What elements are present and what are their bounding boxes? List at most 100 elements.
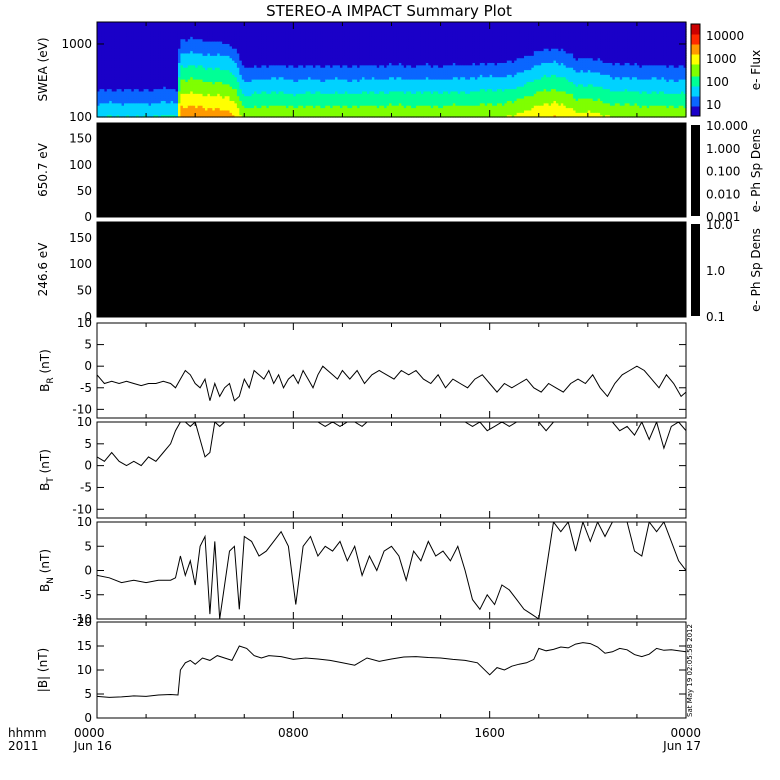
spectrogram-cell — [204, 50, 209, 54]
spectrogram-cell — [327, 71, 331, 75]
spectrogram-cell — [185, 52, 189, 56]
spectrogram-cell — [384, 55, 388, 59]
spectrogram-cell — [330, 83, 334, 87]
spectrogram-cell — [254, 112, 258, 116]
spectrogram-cell — [303, 50, 307, 54]
spectrogram-cell — [97, 29, 101, 33]
spectrogram-cell — [106, 60, 110, 63]
spectrogram-cell — [315, 31, 319, 35]
spectrogram-cell — [379, 43, 383, 47]
spectrogram-cell — [217, 29, 221, 33]
spectrogram-cell — [143, 86, 147, 90]
spectrogram-cell — [104, 64, 108, 68]
spectrogram-cell — [114, 48, 118, 52]
spectrogram-cell — [143, 60, 147, 63]
spectrogram-cell — [227, 102, 231, 106]
spectrogram-cell — [244, 86, 248, 90]
spectrogram-cell — [128, 109, 132, 113]
spectrogram-cell — [99, 105, 103, 109]
spectrogram-cell — [332, 62, 336, 66]
spectrogram-cell — [131, 93, 135, 97]
spectrogram-cell — [263, 22, 267, 25]
spectrogram-cell — [99, 74, 103, 78]
spectrogram-cell — [231, 24, 236, 28]
spectrogram-cell — [133, 33, 137, 37]
spectrogram-cell — [143, 71, 147, 75]
spectrogram-cell — [158, 83, 162, 87]
spectrogram-cell — [138, 24, 142, 28]
spectrogram-cell — [224, 38, 228, 42]
spectrogram-cell — [349, 60, 353, 63]
spectrogram-cell — [315, 67, 319, 71]
spectrogram-cell — [330, 62, 334, 66]
spectrogram-cell — [197, 64, 201, 68]
spectrogram-cell — [398, 102, 402, 106]
spectrogram-cell — [141, 81, 145, 85]
spectrogram-cell — [182, 45, 186, 49]
spectrogram-cell — [393, 95, 397, 99]
spectrogram-cell — [285, 50, 290, 54]
spectrogram-cell — [244, 98, 248, 101]
spectrogram-cell — [239, 60, 243, 63]
spectrogram-cell — [158, 93, 162, 97]
spectrogram-cell — [101, 43, 105, 47]
spectrogram-cell — [143, 52, 147, 56]
spectrogram-cell — [195, 86, 199, 90]
spectrogram-cell — [131, 90, 135, 94]
spectrogram-cell — [357, 24, 361, 28]
spectrogram-cell — [379, 48, 383, 52]
spectrogram-cell — [362, 71, 366, 75]
spectrogram-cell — [362, 45, 366, 49]
spectrogram-cell — [300, 64, 304, 68]
spectrogram-cell — [337, 86, 341, 90]
spectrogram-cell — [241, 102, 245, 106]
spectrogram-cell — [109, 33, 113, 37]
spectrogram-cell — [177, 31, 182, 35]
spectrogram-cell — [371, 90, 375, 94]
spectrogram-cell — [281, 31, 285, 35]
spectrogram-cell — [288, 52, 292, 56]
spectrogram-cell — [236, 69, 240, 73]
spectrogram-cell — [190, 98, 194, 101]
spectrogram-cell — [261, 24, 265, 28]
spectrogram-cell — [391, 67, 395, 71]
spectrogram-cell — [116, 114, 120, 118]
spectrogram-cell — [308, 29, 312, 33]
spectrogram-cell — [391, 88, 395, 92]
spectrogram-cell — [222, 50, 226, 54]
spectrogram-cell — [298, 112, 302, 116]
spectrogram-cell — [185, 50, 189, 54]
spectrogram-cell — [116, 81, 120, 85]
spectrogram-cell — [251, 93, 255, 97]
spectrogram-cell — [160, 50, 164, 54]
spectrogram-cell — [155, 81, 159, 85]
spectrogram-cell — [207, 38, 211, 42]
spectrogram-cell — [283, 57, 287, 61]
spectrogram-cell — [263, 93, 267, 97]
spectrogram-cell — [401, 64, 405, 68]
spectrogram-cell — [239, 114, 243, 118]
spectrogram-cell — [109, 38, 113, 42]
spectrogram-cell — [190, 43, 194, 47]
spectrogram-cell — [187, 50, 191, 54]
spectrogram-cell — [263, 57, 267, 61]
spectrogram-cell — [251, 81, 255, 85]
spectrogram-cell — [305, 74, 309, 78]
spectrogram-cell — [386, 74, 390, 78]
spectrogram-cell — [222, 38, 226, 42]
spectrogram-cell — [111, 109, 115, 113]
spectrogram-cell — [366, 83, 371, 87]
spectrogram-cell — [271, 83, 275, 87]
spectrogram-cell — [214, 109, 218, 113]
spectrogram-cell — [224, 22, 228, 25]
spectrogram-cell — [214, 60, 218, 63]
spectrogram-cell — [386, 57, 390, 61]
spectrogram-cell — [312, 26, 317, 30]
spectrogram-cell — [136, 26, 140, 30]
spectrogram-cell — [366, 98, 371, 101]
spectrogram-cell — [359, 100, 363, 104]
spectrogram-cell — [158, 86, 162, 90]
spectrogram-cell — [200, 62, 204, 66]
spectrogram-cell — [168, 79, 172, 82]
spectrogram-cell — [393, 29, 397, 33]
